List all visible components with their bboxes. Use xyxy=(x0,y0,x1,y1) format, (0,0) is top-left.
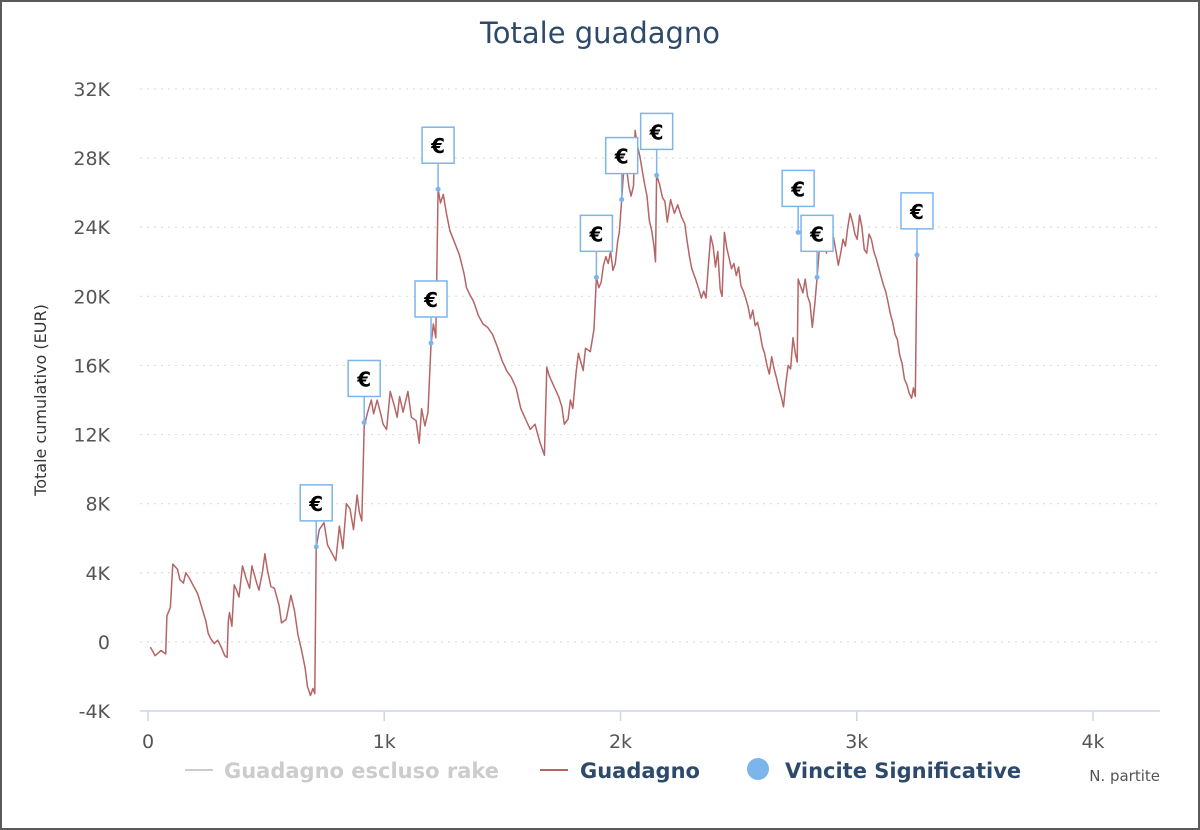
y-tick-label: 0 xyxy=(98,632,110,654)
y-axis-ticks: -4K 0 4K 8K 12K 16K 20K 24K 28K 32K xyxy=(73,79,110,723)
legend-label: Guadagno escluso rake xyxy=(224,759,499,783)
win-marker xyxy=(435,186,441,192)
euro-icon: € xyxy=(423,288,438,312)
series-group xyxy=(149,129,918,697)
legend-label: Guadagno xyxy=(580,759,700,783)
euro-icon: € xyxy=(430,134,445,158)
legend: Guadagno escluso rake Guadagno Vincite Sig… xyxy=(185,758,1021,783)
euro-flag xyxy=(604,136,639,175)
x-axis-label: N. partite xyxy=(1089,767,1160,785)
win-marker xyxy=(654,172,660,178)
legend-dot-vincite xyxy=(747,758,769,780)
euro-icon: € xyxy=(790,177,805,201)
y-tick-label: 12K xyxy=(73,425,110,447)
y-tick-label: 8K xyxy=(85,494,110,516)
y-tick-label: 28K xyxy=(73,148,110,170)
euro-flag xyxy=(414,280,448,318)
win-marker xyxy=(814,274,820,280)
win-marker xyxy=(795,229,801,235)
win-marker xyxy=(593,274,599,280)
grid-lines xyxy=(140,88,1160,643)
win-marker xyxy=(619,197,625,203)
y-tick-label: -4K xyxy=(79,701,111,723)
x-tick-label: 4k xyxy=(1081,731,1104,753)
win-marker xyxy=(361,419,367,425)
y-tick-label: 16K xyxy=(73,355,110,377)
euro-icon: € xyxy=(356,367,371,391)
win-marker xyxy=(914,252,920,258)
euro-flag xyxy=(421,126,455,164)
euro-icon: € xyxy=(614,145,629,169)
y-tick-label: 20K xyxy=(73,286,110,308)
euro-icon: € xyxy=(809,222,824,246)
euro-icon: € xyxy=(588,222,603,246)
legend-label: Vincite Significative xyxy=(785,759,1021,783)
euro-flag xyxy=(579,214,614,253)
x-tick-label: 1k xyxy=(373,731,396,753)
x-tick-label: 0 xyxy=(142,731,154,753)
euro-flag xyxy=(781,169,815,208)
euro-flag xyxy=(639,112,674,151)
euro-flag xyxy=(800,214,834,253)
win-marker xyxy=(313,544,319,550)
euro-icon: € xyxy=(909,200,924,224)
significant-wins-group: €€€€€€€€€€ xyxy=(299,112,934,550)
x-axis-ticks: 0 1k 2k 3k 4k xyxy=(142,711,1105,753)
euro-icon: € xyxy=(308,492,323,516)
series-line-guadagno xyxy=(149,129,918,697)
chart-title: Totale guadagno xyxy=(479,16,720,50)
y-tick-label: 32K xyxy=(73,79,110,101)
x-tick-label: 3k xyxy=(845,731,868,753)
x-tick-label: 2k xyxy=(609,731,632,753)
y-axis-label: Totale cumulativo (EUR) xyxy=(31,304,50,497)
euro-flag xyxy=(347,359,381,398)
euro-icon: € xyxy=(649,120,664,144)
euro-flag xyxy=(900,192,934,230)
y-tick-label: 24K xyxy=(73,217,110,239)
win-marker xyxy=(428,340,434,346)
euro-flag xyxy=(299,484,333,522)
y-tick-label: 4K xyxy=(85,563,110,585)
